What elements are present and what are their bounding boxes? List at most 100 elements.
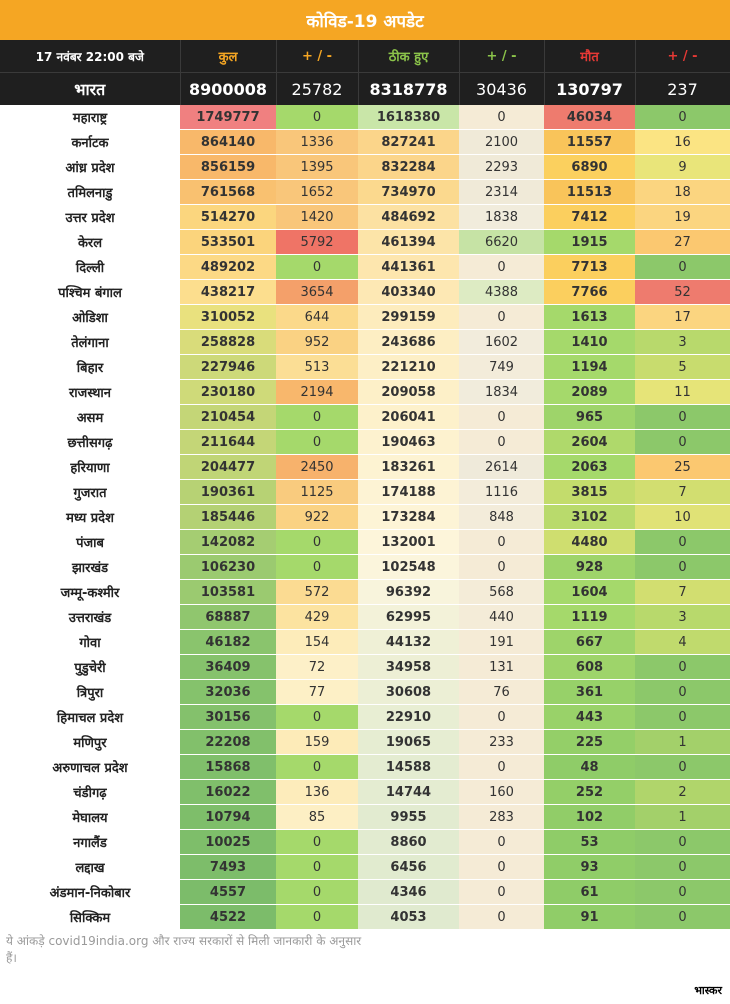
state-deaths-change: 0 [635, 904, 730, 930]
state-recovered-change: 568 [459, 579, 544, 605]
state-total: 10025 [180, 829, 276, 855]
state-recovered: 102548 [358, 554, 459, 580]
state-total: 16022 [180, 779, 276, 805]
state-recovered: 4346 [358, 879, 459, 905]
covid-table: 17 नवंबर 22:00 बजे कुल + / - ठीक हुए + /… [0, 40, 730, 930]
table-row: उत्तर प्रदेश 514270 1420 484692 1838 7412 19 [0, 204, 730, 230]
state-total-change: 0 [276, 854, 358, 880]
state-total: 185446 [180, 504, 276, 530]
state-name: महाराष्ट्र [0, 105, 180, 130]
state-deaths-change: 7 [635, 579, 730, 605]
state-deaths: 48 [544, 754, 635, 780]
state-name: अंडमान-निकोबार [0, 879, 180, 905]
state-deaths-change: 0 [635, 879, 730, 905]
state-deaths-change: 3 [635, 604, 730, 630]
state-recovered-change: 2614 [459, 454, 544, 480]
state-name: दिल्ली [0, 254, 180, 280]
state-deaths: 6890 [544, 154, 635, 180]
table-row: अरुणाचल प्रदेश 15868 0 14588 0 48 0 [0, 754, 730, 780]
state-total-change: 1336 [276, 129, 358, 155]
state-total-change: 136 [276, 779, 358, 805]
state-deaths-change: 10 [635, 504, 730, 530]
state-recovered: 206041 [358, 404, 459, 430]
state-total: 489202 [180, 254, 276, 280]
state-deaths: 7766 [544, 279, 635, 305]
state-recovered-change: 131 [459, 654, 544, 680]
state-total: 227946 [180, 354, 276, 380]
state-deaths-change: 0 [635, 754, 730, 780]
table-row: दिल्ली 489202 0 441361 0 7713 0 [0, 254, 730, 280]
state-total: 106230 [180, 554, 276, 580]
state-recovered: 221210 [358, 354, 459, 380]
state-total: 761568 [180, 179, 276, 205]
state-name: उत्तराखंड [0, 604, 180, 630]
state-name: उत्तर प्रदेश [0, 204, 180, 230]
state-recovered-change: 0 [459, 529, 544, 555]
table-row: त्रिपुरा 32036 77 30608 76 361 0 [0, 679, 730, 705]
india-deaths: 130797 [544, 72, 636, 105]
india-total: 8900008 [180, 72, 277, 105]
state-recovered-change: 76 [459, 679, 544, 705]
brand-logo: भास्कर [694, 984, 722, 997]
state-recovered-change: 0 [459, 105, 544, 130]
state-deaths-change: 0 [635, 654, 730, 680]
table-row: केरल 533501 5792 461394 6620 1915 27 [0, 229, 730, 255]
state-deaths-change: 3 [635, 329, 730, 355]
state-total: 310052 [180, 304, 276, 330]
state-deaths-change: 27 [635, 229, 730, 255]
state-total: 514270 [180, 204, 276, 230]
state-deaths: 1915 [544, 229, 635, 255]
table-row: ओडिशा 310052 644 299159 0 1613 17 [0, 304, 730, 330]
state-deaths: 928 [544, 554, 635, 580]
state-deaths: 11557 [544, 129, 635, 155]
state-total-change: 0 [276, 529, 358, 555]
state-deaths-change: 0 [635, 554, 730, 580]
state-deaths-change: 9 [635, 154, 730, 180]
state-deaths: 1613 [544, 304, 635, 330]
state-recovered: 34958 [358, 654, 459, 680]
state-recovered: 484692 [358, 204, 459, 230]
state-deaths: 608 [544, 654, 635, 680]
table-row: बिहार 227946 513 221210 749 1194 5 [0, 354, 730, 380]
state-total-change: 0 [276, 754, 358, 780]
state-total-change: 2194 [276, 379, 358, 405]
state-total-change: 0 [276, 879, 358, 905]
state-recovered-change: 0 [459, 854, 544, 880]
state-recovered: 461394 [358, 229, 459, 255]
table-row: छत्तीसगढ़ 211644 0 190463 0 2604 0 [0, 429, 730, 455]
state-name: अरुणाचल प्रदेश [0, 754, 180, 780]
state-recovered: 1618380 [358, 105, 459, 130]
table-row: आंध्र प्रदेश 856159 1395 832284 2293 6890 9 [0, 154, 730, 180]
state-deaths-change: 1 [635, 729, 730, 755]
state-total-change: 1395 [276, 154, 358, 180]
state-total: 204477 [180, 454, 276, 480]
state-recovered: 22910 [358, 704, 459, 730]
state-recovered-change: 6620 [459, 229, 544, 255]
state-deaths-change: 0 [635, 829, 730, 855]
state-recovered: 183261 [358, 454, 459, 480]
state-total-change: 0 [276, 554, 358, 580]
state-total: 103581 [180, 579, 276, 605]
state-deaths: 93 [544, 854, 635, 880]
state-deaths: 3102 [544, 504, 635, 530]
state-total-change: 154 [276, 629, 358, 655]
state-name: मध्य प्रदेश [0, 504, 180, 530]
india-recovered-change: 30436 [459, 72, 545, 105]
state-total: 190361 [180, 479, 276, 505]
state-recovered: 132001 [358, 529, 459, 555]
state-total: 533501 [180, 229, 276, 255]
state-recovered-change: 191 [459, 629, 544, 655]
state-total: 258828 [180, 329, 276, 355]
state-name: मेघालय [0, 804, 180, 830]
state-name: पंजाब [0, 529, 180, 555]
state-total-change: 0 [276, 904, 358, 930]
state-recovered: 8860 [358, 829, 459, 855]
state-recovered-change: 0 [459, 304, 544, 330]
state-total: 210454 [180, 404, 276, 430]
state-total-change: 3654 [276, 279, 358, 305]
state-recovered-change: 749 [459, 354, 544, 380]
state-name: मणिपुर [0, 729, 180, 755]
state-recovered-change: 0 [459, 754, 544, 780]
state-recovered-change: 2100 [459, 129, 544, 155]
state-recovered-change: 0 [459, 554, 544, 580]
